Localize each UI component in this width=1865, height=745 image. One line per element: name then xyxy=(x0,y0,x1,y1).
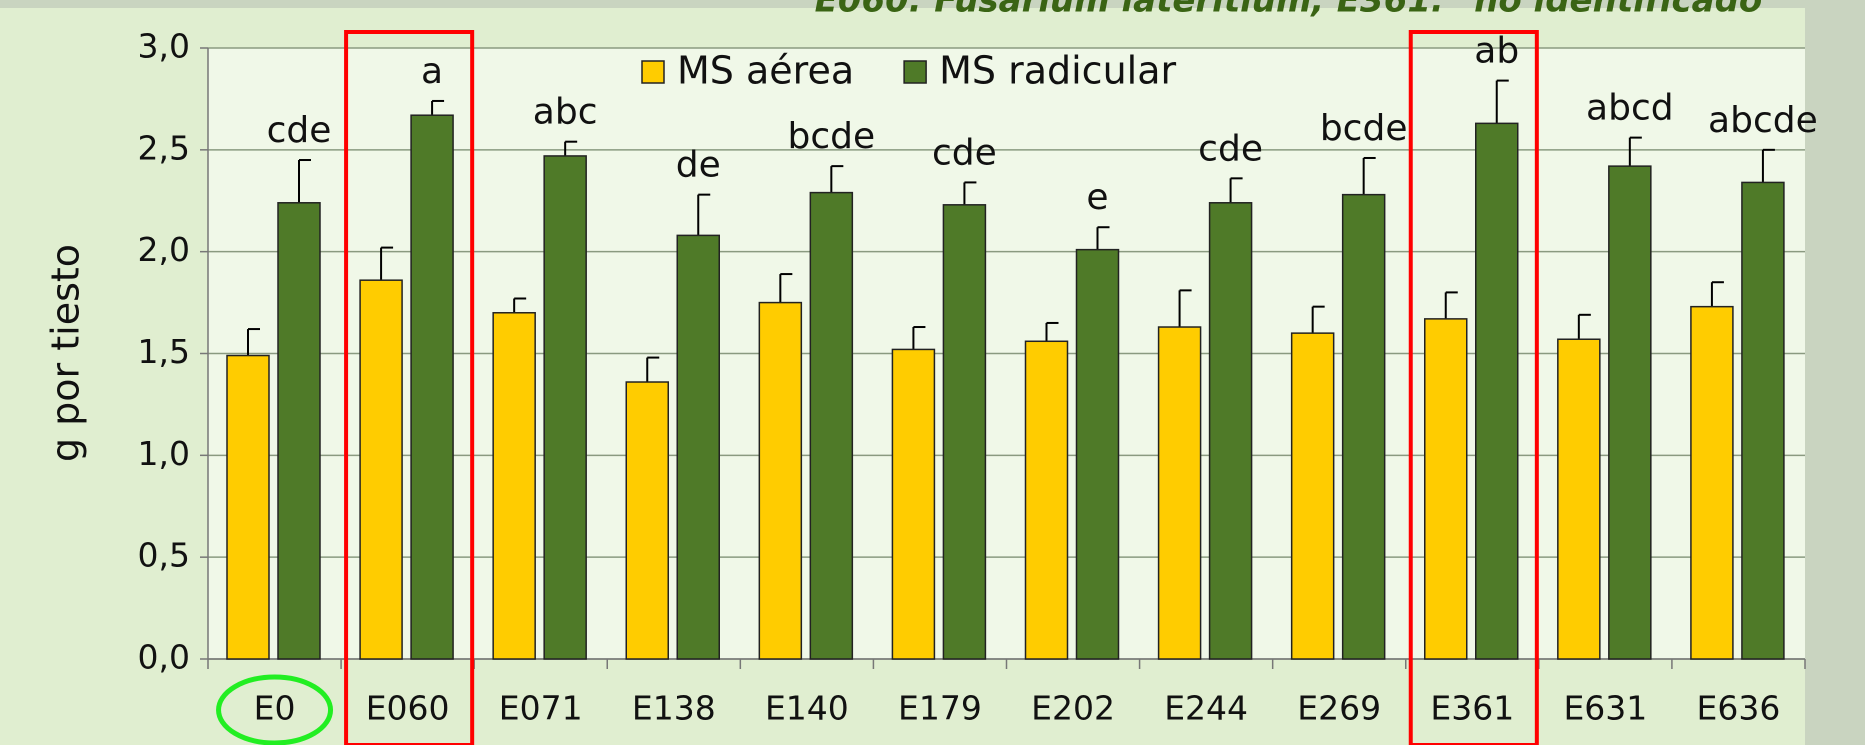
bar xyxy=(676,234,720,660)
group-label: e xyxy=(1086,177,1108,218)
group-label: cde xyxy=(267,110,332,151)
bar xyxy=(359,279,403,660)
y-axis-label: g por tiesto xyxy=(44,244,88,462)
x-tick-label: E631 xyxy=(1563,689,1647,728)
group-label: a xyxy=(421,51,443,92)
group-label: bcde xyxy=(788,116,876,157)
group-label: bcde xyxy=(1320,108,1408,149)
x-tick-label: E179 xyxy=(898,689,982,728)
x-tick-label: E244 xyxy=(1164,689,1248,728)
bar xyxy=(1157,326,1202,660)
bar xyxy=(1075,248,1120,660)
chart-title: E060: Fusarium lateritium; E361: "no ide… xyxy=(815,0,1780,21)
bar xyxy=(942,204,987,660)
bar xyxy=(809,191,854,660)
legend-swatch xyxy=(641,60,665,84)
bar xyxy=(410,114,454,660)
bar xyxy=(1024,340,1069,660)
bar xyxy=(1475,122,1519,660)
x-tick-label: E060 xyxy=(366,689,450,728)
bar xyxy=(891,348,936,660)
x-tick-label: E361 xyxy=(1430,689,1514,728)
bar xyxy=(543,155,587,660)
group-label: abcde xyxy=(1708,100,1818,141)
bar xyxy=(277,202,321,660)
y-tick-label: 3,0 xyxy=(138,27,190,66)
y-tick-label: 0,0 xyxy=(138,638,190,677)
x-tick-label: E140 xyxy=(765,689,849,728)
y-tick-label: 2,0 xyxy=(138,230,190,269)
y-tick-label: 1,0 xyxy=(138,434,190,473)
highlight-circle xyxy=(216,674,334,745)
y-tick-label: 0,5 xyxy=(138,536,190,575)
x-tick-label: E202 xyxy=(1031,689,1115,728)
bar xyxy=(1341,193,1386,660)
highlight-box xyxy=(344,30,475,745)
bar xyxy=(1424,318,1468,660)
x-tick-label: E138 xyxy=(632,689,716,728)
bar xyxy=(1608,165,1652,660)
legend-swatch xyxy=(903,60,927,84)
x-tick-label: E636 xyxy=(1697,689,1781,728)
group-label: cde xyxy=(932,132,997,173)
group-label: abcd xyxy=(1586,88,1674,129)
bar xyxy=(1208,202,1253,660)
bar xyxy=(758,301,803,660)
highlight-box xyxy=(1408,30,1539,745)
y-tick-label: 2,5 xyxy=(138,128,190,167)
legend-label: MS aérea xyxy=(677,49,854,93)
bar xyxy=(226,354,270,660)
bar xyxy=(1557,338,1601,660)
group-label: cde xyxy=(1198,128,1263,169)
bar xyxy=(625,381,669,660)
bar xyxy=(1290,332,1335,660)
x-tick-label: E071 xyxy=(499,689,583,728)
x-tick-label: E0 xyxy=(254,689,296,728)
bar xyxy=(492,312,536,660)
x-tick-label: E269 xyxy=(1297,689,1381,728)
bar xyxy=(1741,181,1785,660)
legend-label: MS radicular xyxy=(939,49,1176,93)
group-label: de xyxy=(676,145,721,186)
bar xyxy=(1690,305,1734,660)
group-label: ab xyxy=(1474,31,1519,72)
group-label: abc xyxy=(533,92,598,133)
y-tick-label: 1,5 xyxy=(138,332,190,371)
